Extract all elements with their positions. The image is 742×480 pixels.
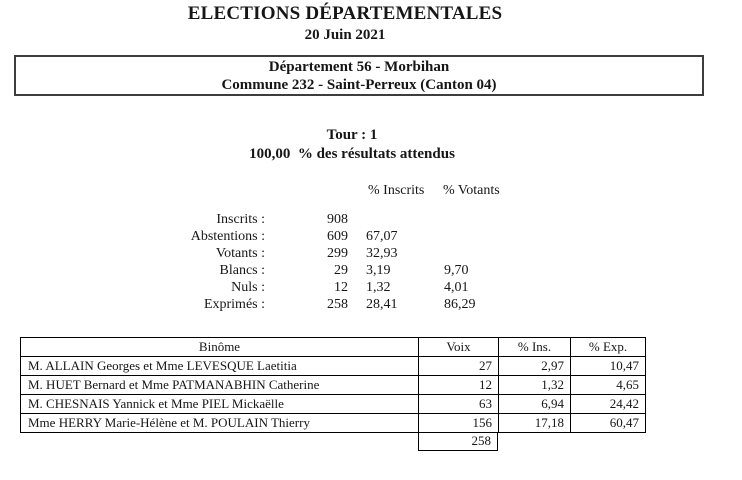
pct-exp-cell: 4,65 <box>570 375 646 395</box>
stats-header-pct-inscrits: % Inscrits <box>368 183 425 198</box>
result-row: M. CHESNAIS Yannick et Mme PIEL Mickaëll… <box>20 394 646 414</box>
stats-count: 908 <box>327 212 348 227</box>
stats-label: Abstentions : <box>190 229 265 244</box>
voix-cell: 27 <box>418 356 499 376</box>
stats-pct-inscrits <box>366 211 436 228</box>
stats-pct-inscrits: 1,32 <box>366 280 391 295</box>
stats-label: Exprimés : <box>203 297 265 312</box>
results-header-row: Binôme Voix % Ins. % Exp. <box>20 337 646 357</box>
stats-label: Nuls : <box>231 280 265 295</box>
result-row: Mme HERRY Marie-Hélène et M. POULAIN Thi… <box>20 413 646 433</box>
binome-cell: M. ALLAIN Georges et Mme LEVESQUE Laetit… <box>20 356 419 376</box>
stats-count: 299 <box>327 246 348 261</box>
stats-pct-inscrits: 67,07 <box>366 229 398 244</box>
stats-count: 29 <box>334 263 348 278</box>
stats-header-pct-votants: % Votants <box>443 183 500 198</box>
department-line: Département 56 - Morbihan <box>268 58 450 75</box>
stats-pct-votants: 86,29 <box>444 297 476 312</box>
total-voix-cell: 258 <box>418 433 498 451</box>
results-section: Binôme Voix % Ins. % Exp. M. ALLAIN Geor… <box>20 337 646 451</box>
pct-ins-cell: 2,97 <box>498 356 571 376</box>
stats-pct-votants: 4,01 <box>444 280 469 295</box>
binome-cell: Mme HERRY Marie-Hélène et M. POULAIN Thi… <box>20 413 419 433</box>
stats-count: 258 <box>327 297 348 312</box>
stats-label: Votants : <box>215 246 265 261</box>
stats-row-blancs: Blancs : 29 3,19 9,70 <box>0 262 742 279</box>
stats-label: Blancs : <box>219 263 266 278</box>
stats-row-nuls: Nuls : 12 1,32 4,01 <box>0 279 742 296</box>
result-row: M. HUET Bernard et Mme PATMANABHIN Cathe… <box>20 375 646 395</box>
stats-count: 609 <box>327 229 348 244</box>
pct-ins-cell: 17,18 <box>498 413 571 433</box>
turnout-stats: % Inscrits % Votants Inscrits : 908 Abst… <box>0 183 742 313</box>
stats-pct-inscrits: 28,41 <box>366 297 398 312</box>
pct-ins-cell: 6,94 <box>498 394 571 414</box>
voix-cell: 63 <box>418 394 499 414</box>
stats-row-votants: Votants : 299 32,93 <box>0 245 742 262</box>
voix-cell: 12 <box>418 375 499 395</box>
pct-exp-cell: 24,42 <box>570 394 646 414</box>
stats-count: 12 <box>334 280 348 295</box>
results-table: Binôme Voix % Ins. % Exp. M. ALLAIN Geor… <box>20 337 646 433</box>
binome-cell: M. HUET Bernard et Mme PATMANABHIN Cathe… <box>20 375 419 395</box>
stats-pct-inscrits: 3,19 <box>366 263 391 278</box>
stats-label: Inscrits : <box>216 212 265 227</box>
election-date: 20 Juin 2021 <box>304 27 386 43</box>
col-header-pct-ins: % Ins. <box>498 337 571 357</box>
stats-row-inscrits: Inscrits : 908 <box>0 211 742 228</box>
col-header-pct-exp: % Exp. <box>570 337 646 357</box>
stats-pct-inscrits: 32,93 <box>366 246 398 261</box>
turnout-stats-headers: % Inscrits % Votants <box>0 183 742 211</box>
result-row: M. ALLAIN Georges et Mme LEVESQUE Laetit… <box>20 356 646 376</box>
voix-cell: 156 <box>418 413 499 433</box>
tour-label: Tour : 1 <box>326 127 378 143</box>
binome-cell: M. CHESNAIS Yannick et Mme PIEL Mickaëll… <box>20 394 419 414</box>
stats-row-abstentions: Abstentions : 609 67,07 <box>0 228 742 245</box>
pct-exp-cell: 10,47 <box>570 356 646 376</box>
stats-row-exprimes: Exprimés : 258 28,41 86,29 <box>0 296 742 313</box>
location-box: Département 56 - Morbihan Commune 232 - … <box>14 55 704 96</box>
col-header-binome: Binôme <box>20 337 419 357</box>
stats-pct-votants: 9,70 <box>444 263 469 278</box>
commune-line: Commune 232 - Saint-Perreux (Canton 04) <box>221 76 497 93</box>
results-progress-label: 100,00 % des résultats attendus <box>249 146 455 162</box>
page-title: ELECTIONS DÉPARTEMENTALES <box>187 3 503 24</box>
col-header-voix: Voix <box>418 337 499 357</box>
pct-exp-cell: 60,47 <box>570 413 646 433</box>
pct-ins-cell: 1,32 <box>498 375 571 395</box>
